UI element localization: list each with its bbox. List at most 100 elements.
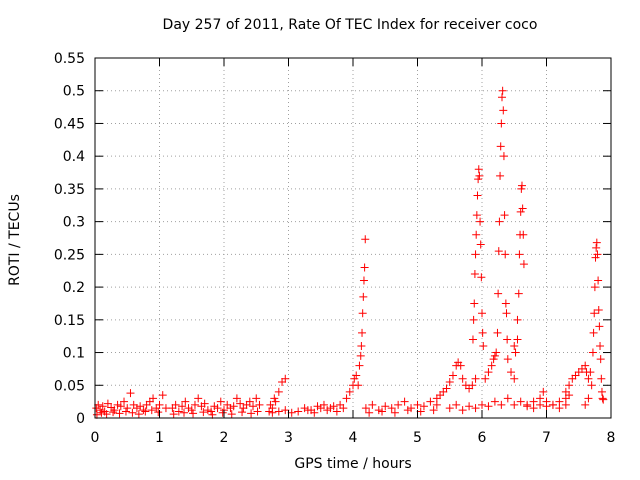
data-point [590, 309, 599, 318]
data-point [345, 387, 354, 396]
data-point [115, 409, 124, 418]
data-point [281, 374, 290, 383]
data-point [113, 400, 122, 409]
y-tick-label: 0.5 [63, 84, 85, 100]
data-point [336, 400, 345, 409]
data-point [496, 142, 505, 151]
x-tick-label: 8 [607, 430, 616, 446]
data-point [378, 407, 387, 416]
data-point [180, 408, 189, 417]
data-point [223, 400, 232, 409]
data-point [154, 408, 163, 417]
data-point [494, 247, 503, 256]
data-point [519, 230, 528, 239]
data-point [168, 404, 177, 413]
data-point [429, 406, 438, 415]
y-tick-label: 0.15 [54, 313, 85, 329]
data-point [189, 409, 198, 418]
y-tick-label: 0.3 [63, 215, 85, 231]
data-point [511, 348, 520, 357]
data-point [116, 402, 125, 411]
data-point [249, 402, 258, 411]
data-point [468, 381, 477, 390]
data-point [555, 397, 564, 406]
data-point [169, 410, 178, 419]
data-point [481, 374, 490, 383]
data-point [465, 402, 474, 411]
data-point [448, 371, 457, 380]
data-point [468, 335, 477, 344]
data-point [500, 211, 509, 220]
y-tick-label: 0.35 [54, 182, 85, 198]
data-point [92, 404, 101, 413]
data-point [484, 368, 493, 377]
x-tick-label: 4 [349, 430, 358, 446]
data-point [359, 292, 368, 301]
data-point [597, 387, 606, 396]
data-point [445, 404, 454, 413]
data-point [561, 387, 570, 396]
data-point [501, 250, 510, 259]
data-point [476, 240, 485, 249]
data-point [356, 351, 365, 360]
data-point [97, 408, 106, 417]
data-point [271, 397, 280, 406]
data-point [565, 381, 574, 390]
data-point [517, 184, 526, 193]
data-point [596, 355, 605, 364]
data-point [365, 408, 374, 417]
data-point [589, 328, 598, 337]
data-point [495, 217, 504, 226]
data-point [374, 406, 383, 415]
data-point [110, 406, 119, 415]
data-point [120, 397, 129, 406]
data-point [329, 402, 338, 411]
data-point [359, 276, 368, 285]
data-point [253, 407, 262, 416]
data-point [278, 378, 287, 386]
data-point [361, 235, 370, 244]
data-point [469, 315, 478, 324]
data-points [92, 86, 608, 419]
data-point [473, 191, 482, 200]
data-point [470, 299, 479, 308]
data-point [474, 175, 483, 184]
data-point [281, 406, 290, 415]
data-point [232, 394, 241, 403]
data-point [200, 399, 209, 408]
data-point [503, 335, 512, 344]
data-point [252, 394, 261, 403]
data-point [472, 230, 481, 239]
data-point [352, 371, 361, 380]
data-point [584, 374, 593, 383]
data-point [357, 342, 366, 350]
data-point [332, 407, 341, 416]
data-point [586, 368, 595, 377]
data-point [588, 348, 597, 357]
data-point [300, 404, 309, 413]
data-point [471, 404, 480, 413]
data-point [207, 407, 216, 416]
data-point [121, 407, 130, 416]
data-point [599, 395, 608, 404]
data-point [432, 394, 441, 403]
data-point [574, 368, 583, 377]
data-point [591, 253, 600, 262]
y-tick-label: 0 [76, 411, 85, 427]
data-point [242, 400, 251, 409]
data-point [501, 299, 510, 308]
data-point [452, 400, 461, 409]
data-point [474, 165, 483, 174]
data-point [529, 397, 538, 406]
data-point [361, 404, 370, 413]
data-point [287, 408, 296, 417]
data-point [523, 400, 532, 409]
data-point [213, 404, 222, 413]
data-point [503, 394, 512, 403]
data-point [484, 402, 493, 411]
y-tick-label: 0.05 [54, 378, 85, 394]
data-point [456, 361, 465, 370]
data-point [458, 406, 467, 415]
data-point [587, 381, 596, 390]
data-point [419, 402, 428, 411]
